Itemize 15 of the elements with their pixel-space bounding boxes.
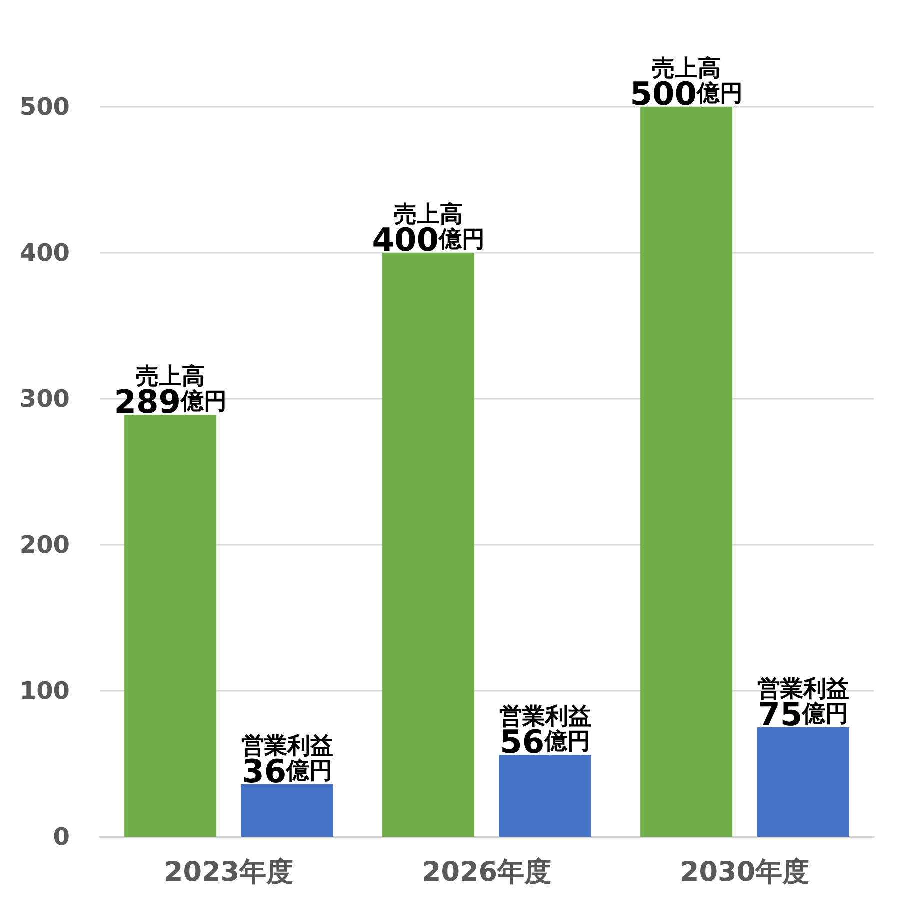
- y-tick-label: 100: [20, 677, 70, 705]
- y-tick-label: 0: [53, 823, 70, 851]
- x-tick-label: 2026年度: [422, 857, 552, 888]
- x-tick-label: 2023年度: [164, 857, 294, 888]
- bar: [757, 728, 850, 837]
- x-tick-label: 2030年度: [680, 857, 810, 888]
- bar: [241, 784, 334, 837]
- bar: [124, 415, 217, 837]
- y-tick-label: 300: [20, 385, 70, 413]
- bar: [382, 253, 475, 837]
- y-tick-label: 200: [20, 531, 70, 559]
- bar: [640, 107, 733, 837]
- y-tick-label: 500: [20, 93, 70, 121]
- y-tick-label: 400: [20, 239, 70, 267]
- bar: [499, 755, 592, 837]
